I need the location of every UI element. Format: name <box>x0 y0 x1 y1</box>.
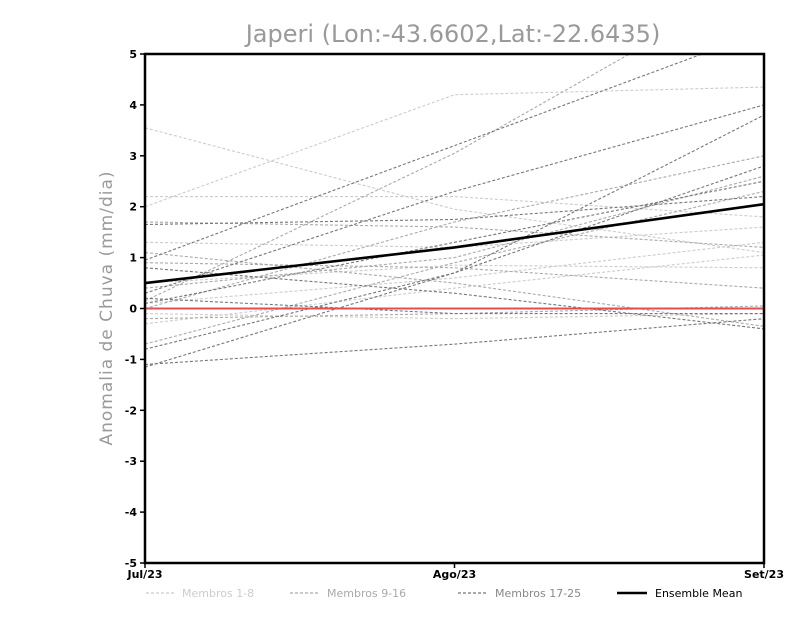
legend-label-members-1-8: Membros 1-8 <box>182 587 254 600</box>
member-line-group-2-7 <box>145 251 764 327</box>
member-line-group-1-8 <box>145 254 764 325</box>
legend-label-ensemble-mean: Ensemble Mean <box>655 587 742 600</box>
member-line-group-1-1 <box>145 127 764 254</box>
member-line-group-3-2 <box>145 104 764 294</box>
y-tick-label: -4 <box>125 506 138 519</box>
member-line-group-3-4 <box>145 114 764 368</box>
y-tick-label: -5 <box>125 557 137 570</box>
member-line-group-2-8 <box>145 155 764 310</box>
y-tick-label: -3 <box>125 455 137 468</box>
y-tick-label: -1 <box>125 353 137 366</box>
member-line-group-3-5 <box>145 195 764 226</box>
member-line-group-1-4 <box>145 264 764 284</box>
member-line-group-3-7 <box>145 180 764 304</box>
y-tick-label: 5 <box>129 48 137 61</box>
ensemble-mean-line <box>145 202 764 285</box>
legend: Membros 1-8 Membros 9-16 Membros 17-25 E… <box>146 587 742 600</box>
x-tick-label: Jul/23 <box>126 568 162 581</box>
member-line-group-1-2 <box>145 86 764 208</box>
x-tick-label: Set/23 <box>744 568 784 581</box>
legend-label-members-9-16: Membros 9-16 <box>327 587 406 600</box>
y-tick-label: -2 <box>125 404 137 417</box>
x-tick-label: Ago/23 <box>433 568 476 581</box>
y-tick-label: 4 <box>129 99 137 112</box>
member-line-group-1-6 <box>145 313 764 320</box>
y-axis-label: Anomalia de Chuva (mm/dia) <box>97 170 117 445</box>
member-line-group-2-5 <box>145 175 764 289</box>
member-line-group-2-3 <box>145 262 764 289</box>
y-axis-ticks: -5 -4 -3 -2 -1 0 1 2 3 4 5 <box>125 48 145 570</box>
member-line-group-3-8 <box>145 165 764 350</box>
member-line-group-3-3 <box>145 318 764 366</box>
plot-frame <box>143 52 766 565</box>
member-line-group-1-3 <box>145 226 764 248</box>
member-line-group-3-9 <box>145 297 764 315</box>
y-tick-label: 2 <box>129 201 137 214</box>
legend-label-members-17-25: Membros 17-25 <box>495 587 581 600</box>
member-line-group-3-1 <box>145 54 704 261</box>
member-line-group-3-6 <box>145 267 764 330</box>
member-line-group-2-6 <box>145 190 764 345</box>
y-tick-label: 0 <box>129 303 137 316</box>
y-tick-label: 1 <box>129 252 137 265</box>
member-line-group-2-1 <box>145 54 631 302</box>
x-axis-ticks: Jul/23 Ago/23 Set/23 <box>126 563 784 581</box>
y-tick-label: 3 <box>129 150 137 163</box>
member-line-group-1-7 <box>145 195 764 218</box>
member-line-group-2-2 <box>145 221 764 248</box>
member-line-group-1-5 <box>145 241 764 304</box>
chart-title: Japeri (Lon:-43.6602,Lat:-22.6435) <box>244 20 661 48</box>
